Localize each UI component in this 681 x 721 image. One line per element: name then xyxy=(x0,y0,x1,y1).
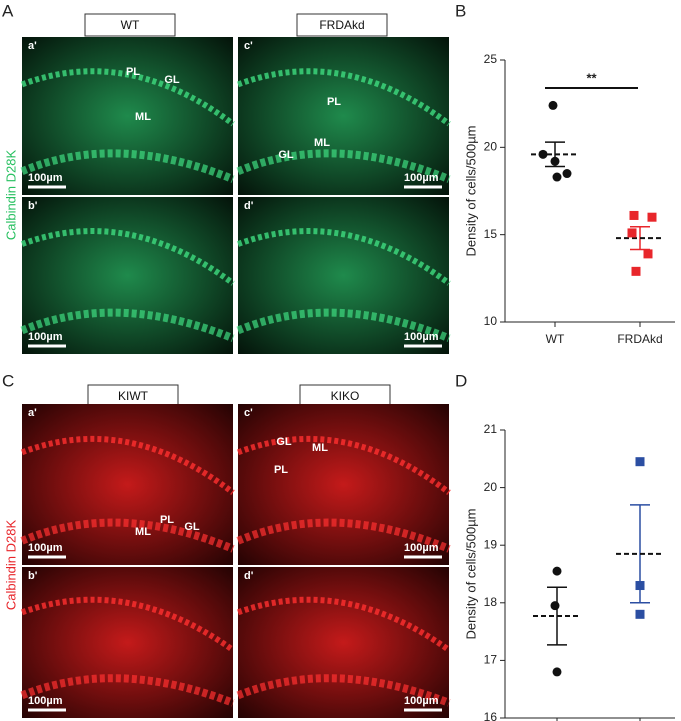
data-point xyxy=(552,566,562,576)
y-tick-label: 20 xyxy=(484,140,498,154)
region-label: PL xyxy=(160,514,174,526)
data-point xyxy=(562,169,572,179)
y-tick-label: 16 xyxy=(484,710,498,721)
tissue-band xyxy=(20,518,235,553)
tissue-band xyxy=(20,674,235,707)
y-tick-label: 15 xyxy=(484,227,498,241)
panel-label: B xyxy=(455,1,466,20)
region-label: ML xyxy=(312,442,328,454)
scale-label: 100µm xyxy=(28,695,63,707)
data-point xyxy=(552,172,562,182)
image-tag: d' xyxy=(244,200,254,212)
image-tag: a' xyxy=(28,407,37,419)
tissue-band xyxy=(20,596,235,653)
region-label: PL xyxy=(327,96,341,108)
tissue-band xyxy=(236,68,451,127)
significance-label: ** xyxy=(586,70,597,85)
y-tick-label: 21 xyxy=(484,422,498,436)
region-label: PL xyxy=(126,66,140,78)
image-tag: b' xyxy=(28,200,38,212)
y-tick-label: 20 xyxy=(484,480,498,494)
image-tag: b' xyxy=(28,570,38,582)
y-tick-label: 19 xyxy=(484,537,498,551)
panel-label: C xyxy=(2,371,14,390)
image-tag: a' xyxy=(28,40,37,52)
image-tag: d' xyxy=(244,570,254,582)
tissue-band xyxy=(20,68,235,127)
data-point xyxy=(627,228,637,238)
stain-label: Calbindin D28K xyxy=(3,520,18,611)
y-tick-label: 17 xyxy=(484,653,498,667)
group-box xyxy=(296,13,388,37)
region-label: ML xyxy=(314,137,330,149)
tissue-band xyxy=(236,228,451,286)
tissue-band xyxy=(20,308,235,343)
data-point xyxy=(631,266,641,276)
scale-label: 100µm xyxy=(404,695,439,707)
stain-label: Calbindin D28K xyxy=(3,150,18,241)
image-tag: c' xyxy=(244,407,253,419)
group-box xyxy=(84,13,176,37)
scale-label: 100µm xyxy=(28,331,63,343)
tissue-band xyxy=(236,518,451,553)
region-label: GL xyxy=(164,74,180,86)
tissue-band xyxy=(20,435,235,495)
x-tick-label: FRDAkd xyxy=(617,332,662,346)
group-label: KIWT xyxy=(118,389,149,403)
data-point xyxy=(635,457,645,467)
y-axis-label: Density of cells/500µm xyxy=(463,508,478,639)
region-label: GL xyxy=(278,149,294,161)
data-point xyxy=(538,149,548,159)
data-point xyxy=(635,581,645,591)
scale-label: 100µm xyxy=(404,331,439,343)
y-tick-label: 10 xyxy=(484,314,498,328)
group-label: WT xyxy=(121,18,140,32)
data-point xyxy=(629,210,639,220)
tissue-band xyxy=(20,228,235,286)
region-label: GL xyxy=(276,436,292,448)
data-point xyxy=(548,100,558,110)
tissue-band xyxy=(236,149,451,183)
data-point xyxy=(550,601,560,611)
x-tick-label: WT xyxy=(546,332,565,346)
scale-label: 100µm xyxy=(404,542,439,554)
group-label: FRDAkd xyxy=(319,18,364,32)
region-label: ML xyxy=(135,111,151,123)
tissue-band xyxy=(236,435,451,495)
data-point xyxy=(647,212,657,222)
y-tick-label: 25 xyxy=(484,52,498,66)
tissue-band xyxy=(20,149,235,183)
region-label: GL xyxy=(184,521,200,533)
panel-label: D xyxy=(455,371,467,390)
scale-label: 100µm xyxy=(404,172,439,184)
data-point xyxy=(643,249,653,259)
tissue-band xyxy=(236,674,451,707)
data-point xyxy=(635,609,645,619)
tissue-band xyxy=(236,308,451,343)
tissue-band xyxy=(236,596,451,653)
y-axis-label: Density of cells/500µm xyxy=(463,125,478,256)
data-point xyxy=(552,667,562,677)
data-point xyxy=(550,156,560,166)
scale-label: 100µm xyxy=(28,172,63,184)
y-tick-label: 18 xyxy=(484,595,498,609)
group-label: KIKO xyxy=(331,389,360,403)
panel-label: A xyxy=(2,1,14,20)
region-label: ML xyxy=(135,526,151,538)
image-tag: c' xyxy=(244,40,253,52)
scale-label: 100µm xyxy=(28,542,63,554)
region-label: PL xyxy=(274,464,288,476)
